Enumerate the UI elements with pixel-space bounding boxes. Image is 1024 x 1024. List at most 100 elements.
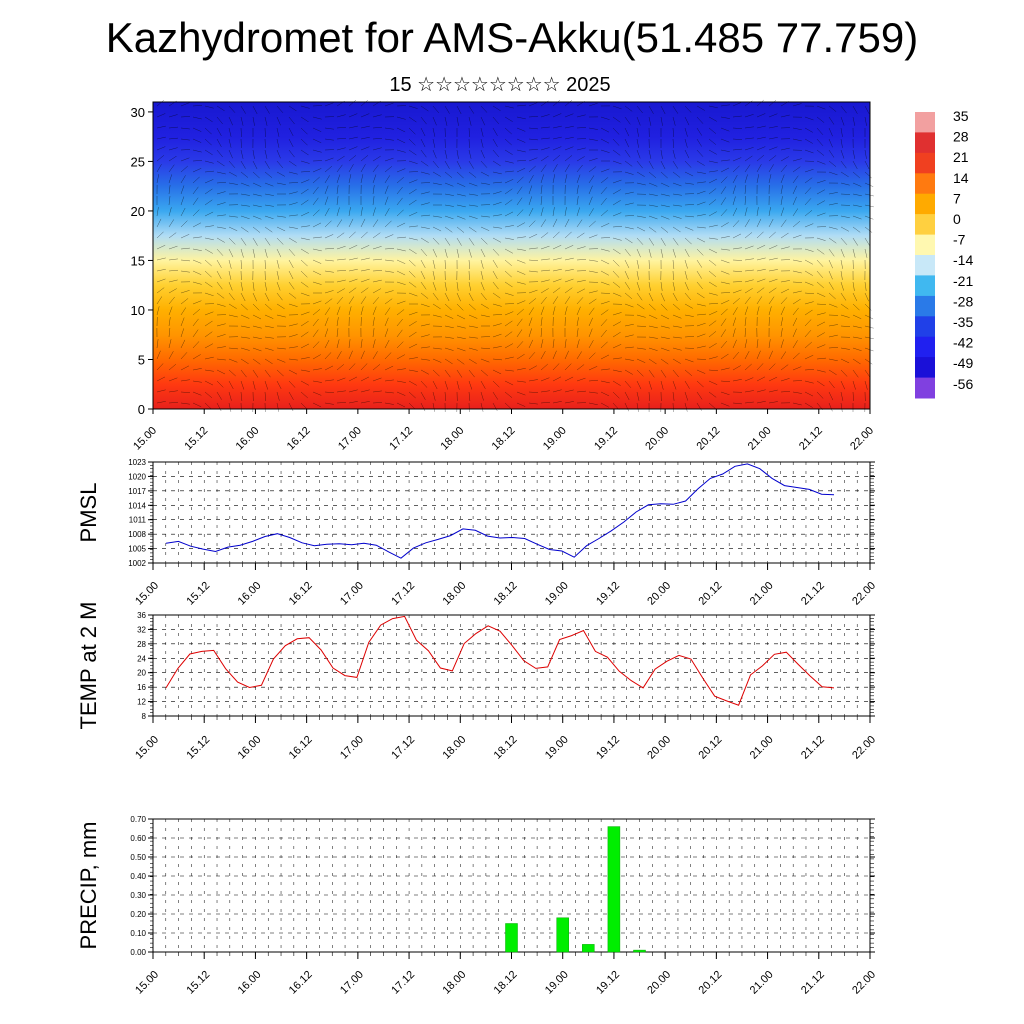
wind-barb — [564, 287, 573, 294]
wind-barb — [672, 380, 677, 390]
wind-barb — [444, 248, 448, 258]
wind-barb — [204, 380, 214, 386]
wind-barb — [516, 176, 524, 184]
wind-barb — [468, 182, 478, 187]
precip-bar — [607, 826, 621, 953]
wind-barb — [612, 248, 621, 255]
wind-barb — [312, 149, 322, 153]
wind-barb — [648, 182, 658, 187]
wind-barb — [552, 363, 560, 371]
wind-barb — [264, 281, 267, 291]
wind-barb — [504, 138, 512, 146]
wind-barb — [720, 353, 729, 360]
wind-barb — [624, 346, 634, 349]
wind-barb — [180, 365, 190, 371]
wind-barb — [168, 279, 178, 283]
wind-barb — [444, 347, 454, 351]
wind-barb — [804, 149, 814, 154]
wind-barb — [732, 127, 743, 129]
wind-barb — [756, 99, 764, 107]
wind-barb — [732, 402, 743, 405]
wind-barb — [324, 234, 334, 239]
wind-barb — [444, 215, 454, 220]
wind-barb — [420, 191, 430, 195]
wind-barb — [732, 220, 740, 228]
wind-barb — [540, 306, 545, 316]
wind-barb — [288, 127, 294, 137]
x-tick-label: 22.00 — [848, 425, 876, 453]
wind-barb — [756, 296, 763, 305]
wind-barb — [180, 127, 190, 130]
wind-barb — [552, 268, 562, 272]
wind-barb — [648, 149, 652, 159]
wind-barb — [708, 402, 716, 410]
wind-barb — [480, 171, 490, 177]
wind-barb — [504, 391, 513, 398]
wind-barb — [480, 336, 491, 338]
wind-barb — [420, 292, 429, 299]
wind-barb — [624, 105, 633, 112]
wind-barb — [276, 314, 286, 318]
wind-barb — [612, 321, 622, 327]
wind-barb — [600, 391, 610, 397]
wind-barb — [480, 314, 490, 318]
wind-barb — [552, 278, 562, 283]
wind-barb — [504, 160, 514, 164]
wind-barb — [468, 226, 477, 233]
wind-barb — [372, 138, 383, 140]
colorbar-label: -28 — [953, 293, 973, 309]
wind-barb — [696, 237, 706, 243]
y-tick-label: 1023 — [128, 458, 146, 467]
wind-barb — [192, 368, 202, 371]
wind-barb — [300, 357, 310, 360]
wind-barb — [444, 380, 449, 390]
wind-barb — [348, 401, 358, 404]
wind-barb — [264, 336, 274, 339]
wind-barb — [648, 281, 651, 291]
wind-barb — [360, 164, 366, 173]
wind-barb — [696, 201, 706, 206]
wind-barb — [696, 138, 702, 147]
wind-barb — [720, 186, 727, 195]
wind-barb — [372, 258, 383, 261]
wind-barb — [408, 259, 416, 267]
wind-barb — [408, 357, 418, 360]
wind-barb — [480, 127, 484, 137]
wind-barb — [192, 197, 199, 206]
wind-barb — [708, 199, 717, 206]
wind-barb — [456, 160, 462, 170]
wind-barb — [444, 182, 454, 187]
wind-barb — [336, 279, 346, 283]
wind-barb — [480, 281, 485, 291]
y-tick-label: 1008 — [128, 530, 146, 539]
wind-barb — [492, 138, 498, 147]
wind-barb — [480, 116, 486, 126]
x-tick-label: 18.12 — [492, 969, 520, 997]
wind-barb — [372, 196, 375, 206]
wind-barb — [288, 303, 298, 307]
wind-barb — [456, 204, 466, 208]
wind-barb — [720, 149, 730, 152]
x-tick-label: 21.00 — [748, 580, 776, 608]
wind-barb — [300, 105, 310, 109]
wind-barb — [288, 160, 297, 167]
wind-barb — [564, 125, 574, 129]
wind-barb — [600, 177, 609, 184]
wind-barb — [756, 306, 760, 316]
wind-barb — [156, 257, 166, 261]
colorbar-segment — [915, 214, 935, 235]
wind-barb — [396, 177, 404, 184]
wind-barb — [636, 215, 646, 218]
wind-barb — [156, 296, 163, 305]
wind-barb — [456, 215, 466, 220]
wind-barb — [444, 237, 451, 246]
wind-barb — [660, 193, 670, 197]
wind-barb — [732, 339, 737, 349]
x-tick-label: 18.00 — [440, 580, 468, 608]
x-tick-label: 20.12 — [697, 969, 725, 997]
wind-barb — [420, 160, 429, 167]
wind-barb — [468, 138, 470, 149]
wind-barb — [780, 288, 790, 294]
wind-barb — [384, 248, 395, 250]
wind-barb — [780, 219, 787, 228]
